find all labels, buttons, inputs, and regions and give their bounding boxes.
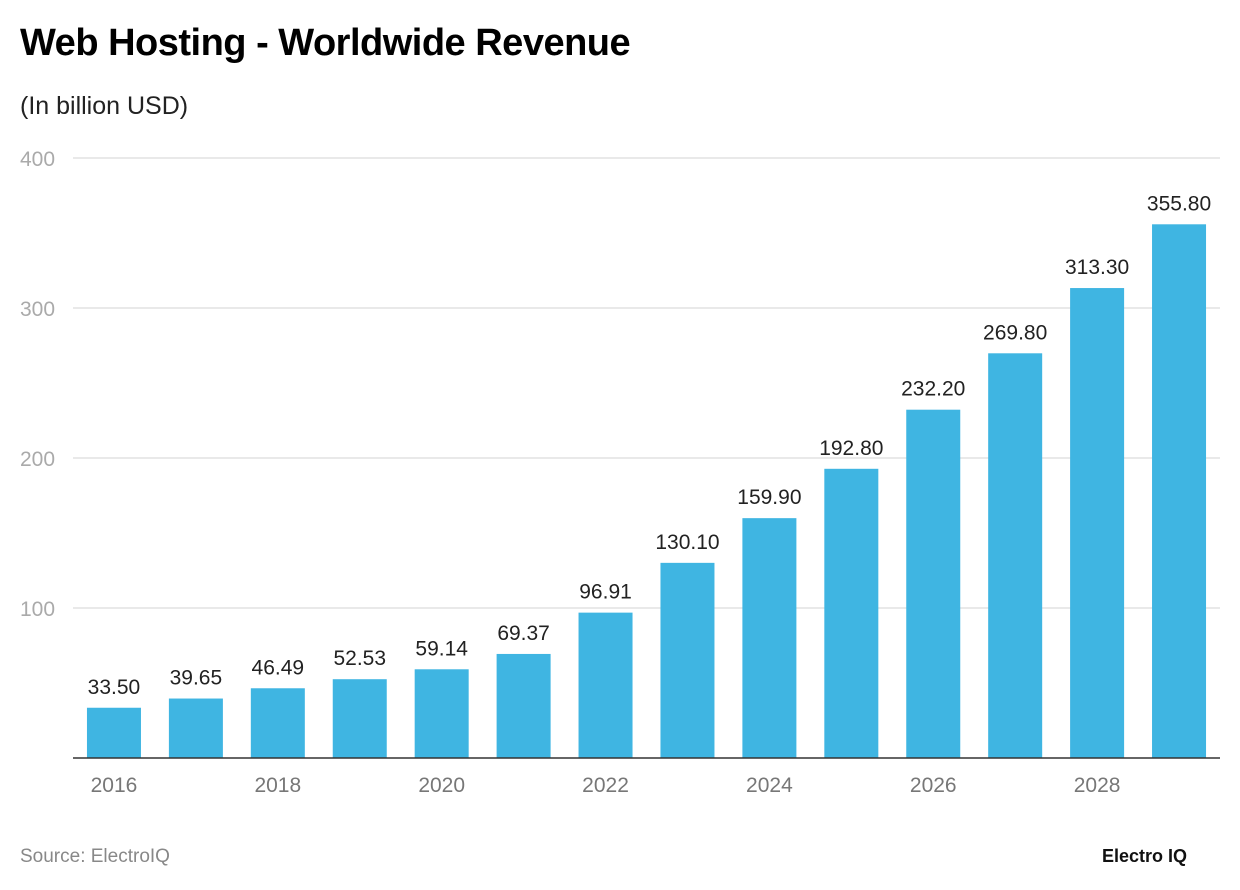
data-label: 232.20 (901, 378, 965, 401)
bar-2020 (414, 669, 469, 758)
bar-2017 (168, 698, 223, 758)
bar-2027 (988, 353, 1043, 758)
data-label: 313.30 (1065, 256, 1129, 279)
data-label: 269.80 (983, 321, 1047, 344)
data-label: 96.91 (579, 581, 632, 604)
chart-subtitle: (In billion USD) (20, 92, 189, 120)
y-tick-label: 400 (20, 148, 55, 171)
source-note: Source: ElectroIQ (20, 846, 170, 867)
bar-2018 (250, 688, 305, 758)
x-tick-label: 2022 (582, 774, 629, 797)
y-tick-label: 100 (20, 598, 55, 621)
data-label: 69.37 (497, 622, 550, 645)
chart-title: Web Hosting - Worldwide Revenue (20, 22, 631, 64)
electroiq-logo: Electro IQ (1102, 846, 1188, 866)
bar-2019 (332, 679, 387, 758)
data-label: 130.10 (655, 531, 719, 554)
bar-2016 (86, 707, 141, 758)
bar-2021 (496, 653, 551, 758)
x-tick-label: 2028 (1074, 774, 1121, 797)
x-tick-label: 2016 (91, 774, 138, 797)
bar-2022 (578, 612, 633, 758)
bar-2029 (1152, 224, 1207, 759)
x-tick-label: 2024 (746, 774, 793, 797)
data-label: 59.14 (415, 637, 468, 660)
data-label: 192.80 (819, 437, 883, 460)
data-label: 159.90 (737, 486, 801, 509)
x-tick-label: 2018 (254, 774, 301, 797)
x-tick-label: 2026 (910, 774, 957, 797)
bar-2023 (660, 562, 715, 758)
data-label: 355.80 (1147, 192, 1211, 215)
bar-2025 (824, 468, 879, 758)
data-label: 52.53 (333, 647, 386, 670)
bar-2024 (742, 518, 797, 758)
bar-2026 (906, 409, 961, 758)
data-label: 46.49 (252, 656, 305, 679)
y-tick-label: 200 (20, 448, 55, 471)
data-label: 33.50 (88, 676, 141, 699)
y-tick-label: 300 (20, 298, 55, 321)
bar-2028 (1070, 288, 1125, 758)
data-label: 39.65 (170, 667, 223, 690)
x-tick-label: 2020 (418, 774, 465, 797)
